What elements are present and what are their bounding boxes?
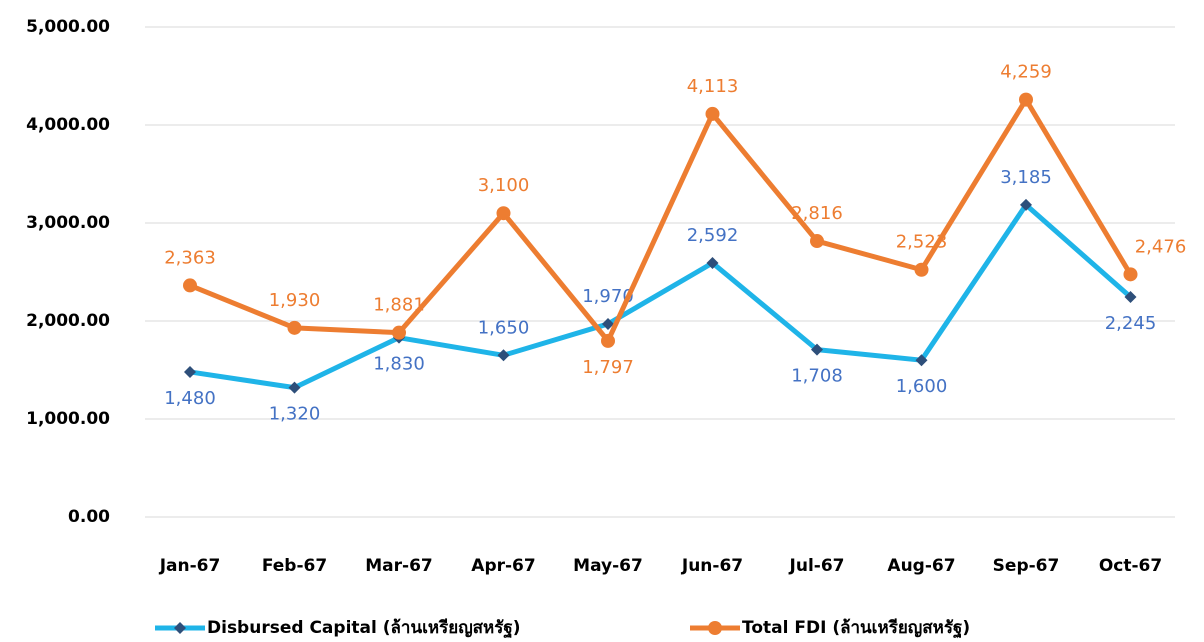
x-tick-label: Sep-67 [993,556,1060,576]
marker [810,234,824,248]
x-tick-label: Jul-67 [789,556,845,576]
data-label: 1,480 [164,388,216,409]
marker [497,206,511,220]
data-label: 4,113 [687,76,739,97]
x-tick-label: Aug-67 [887,556,955,576]
marker [1124,267,1138,281]
marker [706,107,720,121]
data-label: 1,830 [373,354,425,375]
data-label: 3,100 [478,175,530,196]
data-label: 2,245 [1105,313,1157,334]
data-label: 1,708 [791,366,843,387]
y-tick-label: 5,000.00 [26,17,110,37]
x-tick-label: Apr-67 [471,556,535,576]
x-tick-label: Feb-67 [262,556,327,576]
marker [915,263,929,277]
x-tick-label: Mar-67 [365,556,433,576]
y-tick-label: 3,000.00 [26,213,110,233]
data-label: 2,816 [791,203,843,224]
marker [184,366,196,378]
marker [1019,93,1033,107]
marker [392,326,406,340]
data-label: 2,592 [687,225,739,246]
x-tick-label: Oct-67 [1099,556,1162,576]
y-tick-label: 2,000.00 [26,311,110,331]
x-tick-label: May-67 [573,556,643,576]
y-tick-label: 1,000.00 [26,409,110,429]
marker [601,334,615,348]
marker [498,349,510,361]
data-label: 1,600 [896,376,948,397]
legend-marker [708,621,722,635]
data-label: 1,797 [582,357,634,378]
legend-marker [174,622,186,634]
data-label: 2,523 [896,232,948,253]
legend-label: Disbursed Capital (ล้านเหรียญสหรัฐ) [207,617,521,639]
data-label: 3,185 [1000,167,1052,188]
x-tick-label: Jun-67 [681,556,743,576]
chart: 0.00 1,000.00 2,000.00 3,000.00 4,000.00 5,00… [0,0,1204,642]
y-tick-label: 4,000.00 [26,115,110,135]
data-label: 1,881 [373,295,425,316]
data-label: 1,930 [269,290,321,311]
data-label: 2,363 [164,247,216,268]
x-tick-label: Jan-67 [159,556,221,576]
data-label: 4,259 [1000,62,1052,83]
data-label: 1,650 [478,317,530,338]
series-line [190,100,1131,341]
y-tick-label: 0.00 [68,507,110,527]
legend-label: Total FDI (ล้านเหรียญสหรัฐ) [742,617,970,639]
marker [183,278,197,292]
data-label: 2,476 [1135,236,1187,257]
data-label: 1,320 [269,404,321,425]
marker [288,321,302,335]
